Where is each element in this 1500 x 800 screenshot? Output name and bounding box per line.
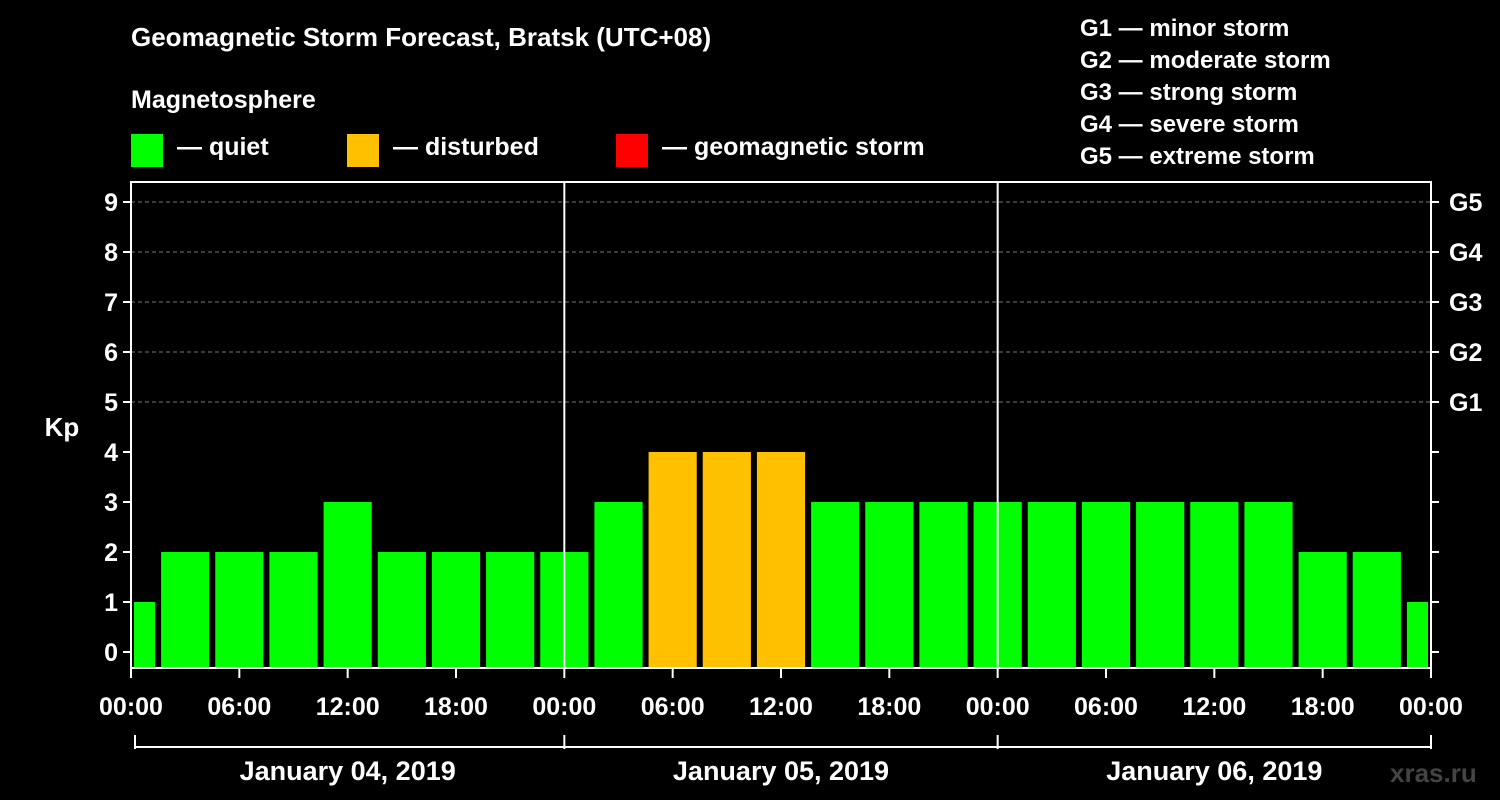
y-axis-label: Kp	[45, 412, 80, 442]
y-tick-label-2: 2	[104, 539, 118, 567]
kp-bar-23	[1352, 552, 1401, 668]
legend-title: Magnetosphere	[131, 86, 316, 114]
g-level-label-G3: G3	[1449, 289, 1482, 317]
g-level-label-G5: G5	[1449, 189, 1482, 217]
kp-bar-9	[594, 502, 643, 668]
day-label-1: January 05, 2019	[673, 756, 889, 786]
kp-bar-10	[648, 452, 697, 668]
chart-title: Geomagnetic Storm Forecast, Bratsk (UTC+…	[131, 22, 712, 52]
kp-bar-12	[756, 452, 806, 668]
y-tick-label-8: 8	[104, 239, 118, 267]
kp-bar-14	[865, 502, 914, 668]
kp-bar-7	[486, 552, 535, 668]
storm-level-g5: G5 — extreme storm	[1080, 143, 1315, 170]
kp-bar-6	[431, 552, 481, 668]
kp-bar-19	[1136, 502, 1185, 668]
kp-bar-22	[1298, 552, 1347, 668]
x-tick-label-11: 18:00	[1291, 693, 1355, 721]
y-tick-label-9: 9	[104, 189, 118, 217]
g-level-label-G2: G2	[1449, 339, 1482, 367]
watermark: xras.ru	[1390, 758, 1477, 788]
legend-label-storm: — geomagnetic storm	[662, 133, 925, 161]
day-label-2: January 06, 2019	[1106, 756, 1322, 786]
y-tick-label-4: 4	[104, 439, 118, 467]
kp-bar-4	[323, 502, 372, 668]
x-tick-label-0: 00:00	[99, 693, 163, 721]
x-tick-label-10: 12:00	[1182, 693, 1246, 721]
x-tick-label-2: 12:00	[316, 693, 380, 721]
x-tick-label-5: 06:00	[641, 693, 705, 721]
storm-level-g2: G2 — moderate storm	[1080, 47, 1331, 74]
legend-swatch-quiet	[131, 134, 163, 167]
kp-bar-24	[1406, 602, 1428, 668]
x-tick-label-12: 00:00	[1399, 693, 1463, 721]
y-tick-label-3: 3	[104, 489, 118, 517]
x-tick-label-7: 18:00	[857, 693, 921, 721]
kp-bar-21	[1244, 502, 1293, 668]
legend-swatch-disturbed	[347, 134, 379, 167]
x-tick-label-8: 00:00	[966, 693, 1030, 721]
legend-label-disturbed: — disturbed	[393, 133, 539, 161]
kp-bar-17	[1027, 502, 1076, 668]
kp-bar-5	[377, 552, 426, 668]
x-tick-label-3: 18:00	[424, 693, 488, 721]
storm-level-g4: G4 — severe storm	[1080, 111, 1299, 138]
g-level-label-G1: G1	[1449, 389, 1482, 417]
x-tick-label-6: 12:00	[749, 693, 813, 721]
kp-bar-11	[702, 452, 751, 668]
y-tick-label-5: 5	[104, 389, 118, 417]
kp-bar-15	[919, 502, 968, 668]
x-tick-label-4: 00:00	[532, 693, 596, 721]
kp-bar-18	[1081, 502, 1131, 668]
kp-bar-0	[134, 602, 156, 668]
x-tick-label-1: 06:00	[207, 693, 271, 721]
storm-level-g3: G3 — strong storm	[1080, 79, 1298, 106]
kp-bar-3	[269, 552, 318, 668]
kp-bar-13	[811, 502, 860, 668]
day-label-0: January 04, 2019	[240, 756, 456, 786]
x-tick-label-9: 06:00	[1074, 693, 1138, 721]
y-tick-label-0: 0	[104, 639, 118, 667]
y-tick-label-6: 6	[104, 339, 118, 367]
kp-bar-2	[215, 552, 264, 668]
kp-bar-1	[161, 552, 210, 668]
y-tick-label-7: 7	[104, 289, 118, 317]
y-tick-label-1: 1	[104, 589, 118, 617]
legend-swatch-storm	[616, 134, 648, 167]
g-level-label-G4: G4	[1449, 239, 1482, 267]
legend-label-quiet: — quiet	[177, 133, 269, 161]
storm-level-g1: G1 — minor storm	[1080, 15, 1290, 42]
kp-bar-20	[1190, 502, 1239, 668]
